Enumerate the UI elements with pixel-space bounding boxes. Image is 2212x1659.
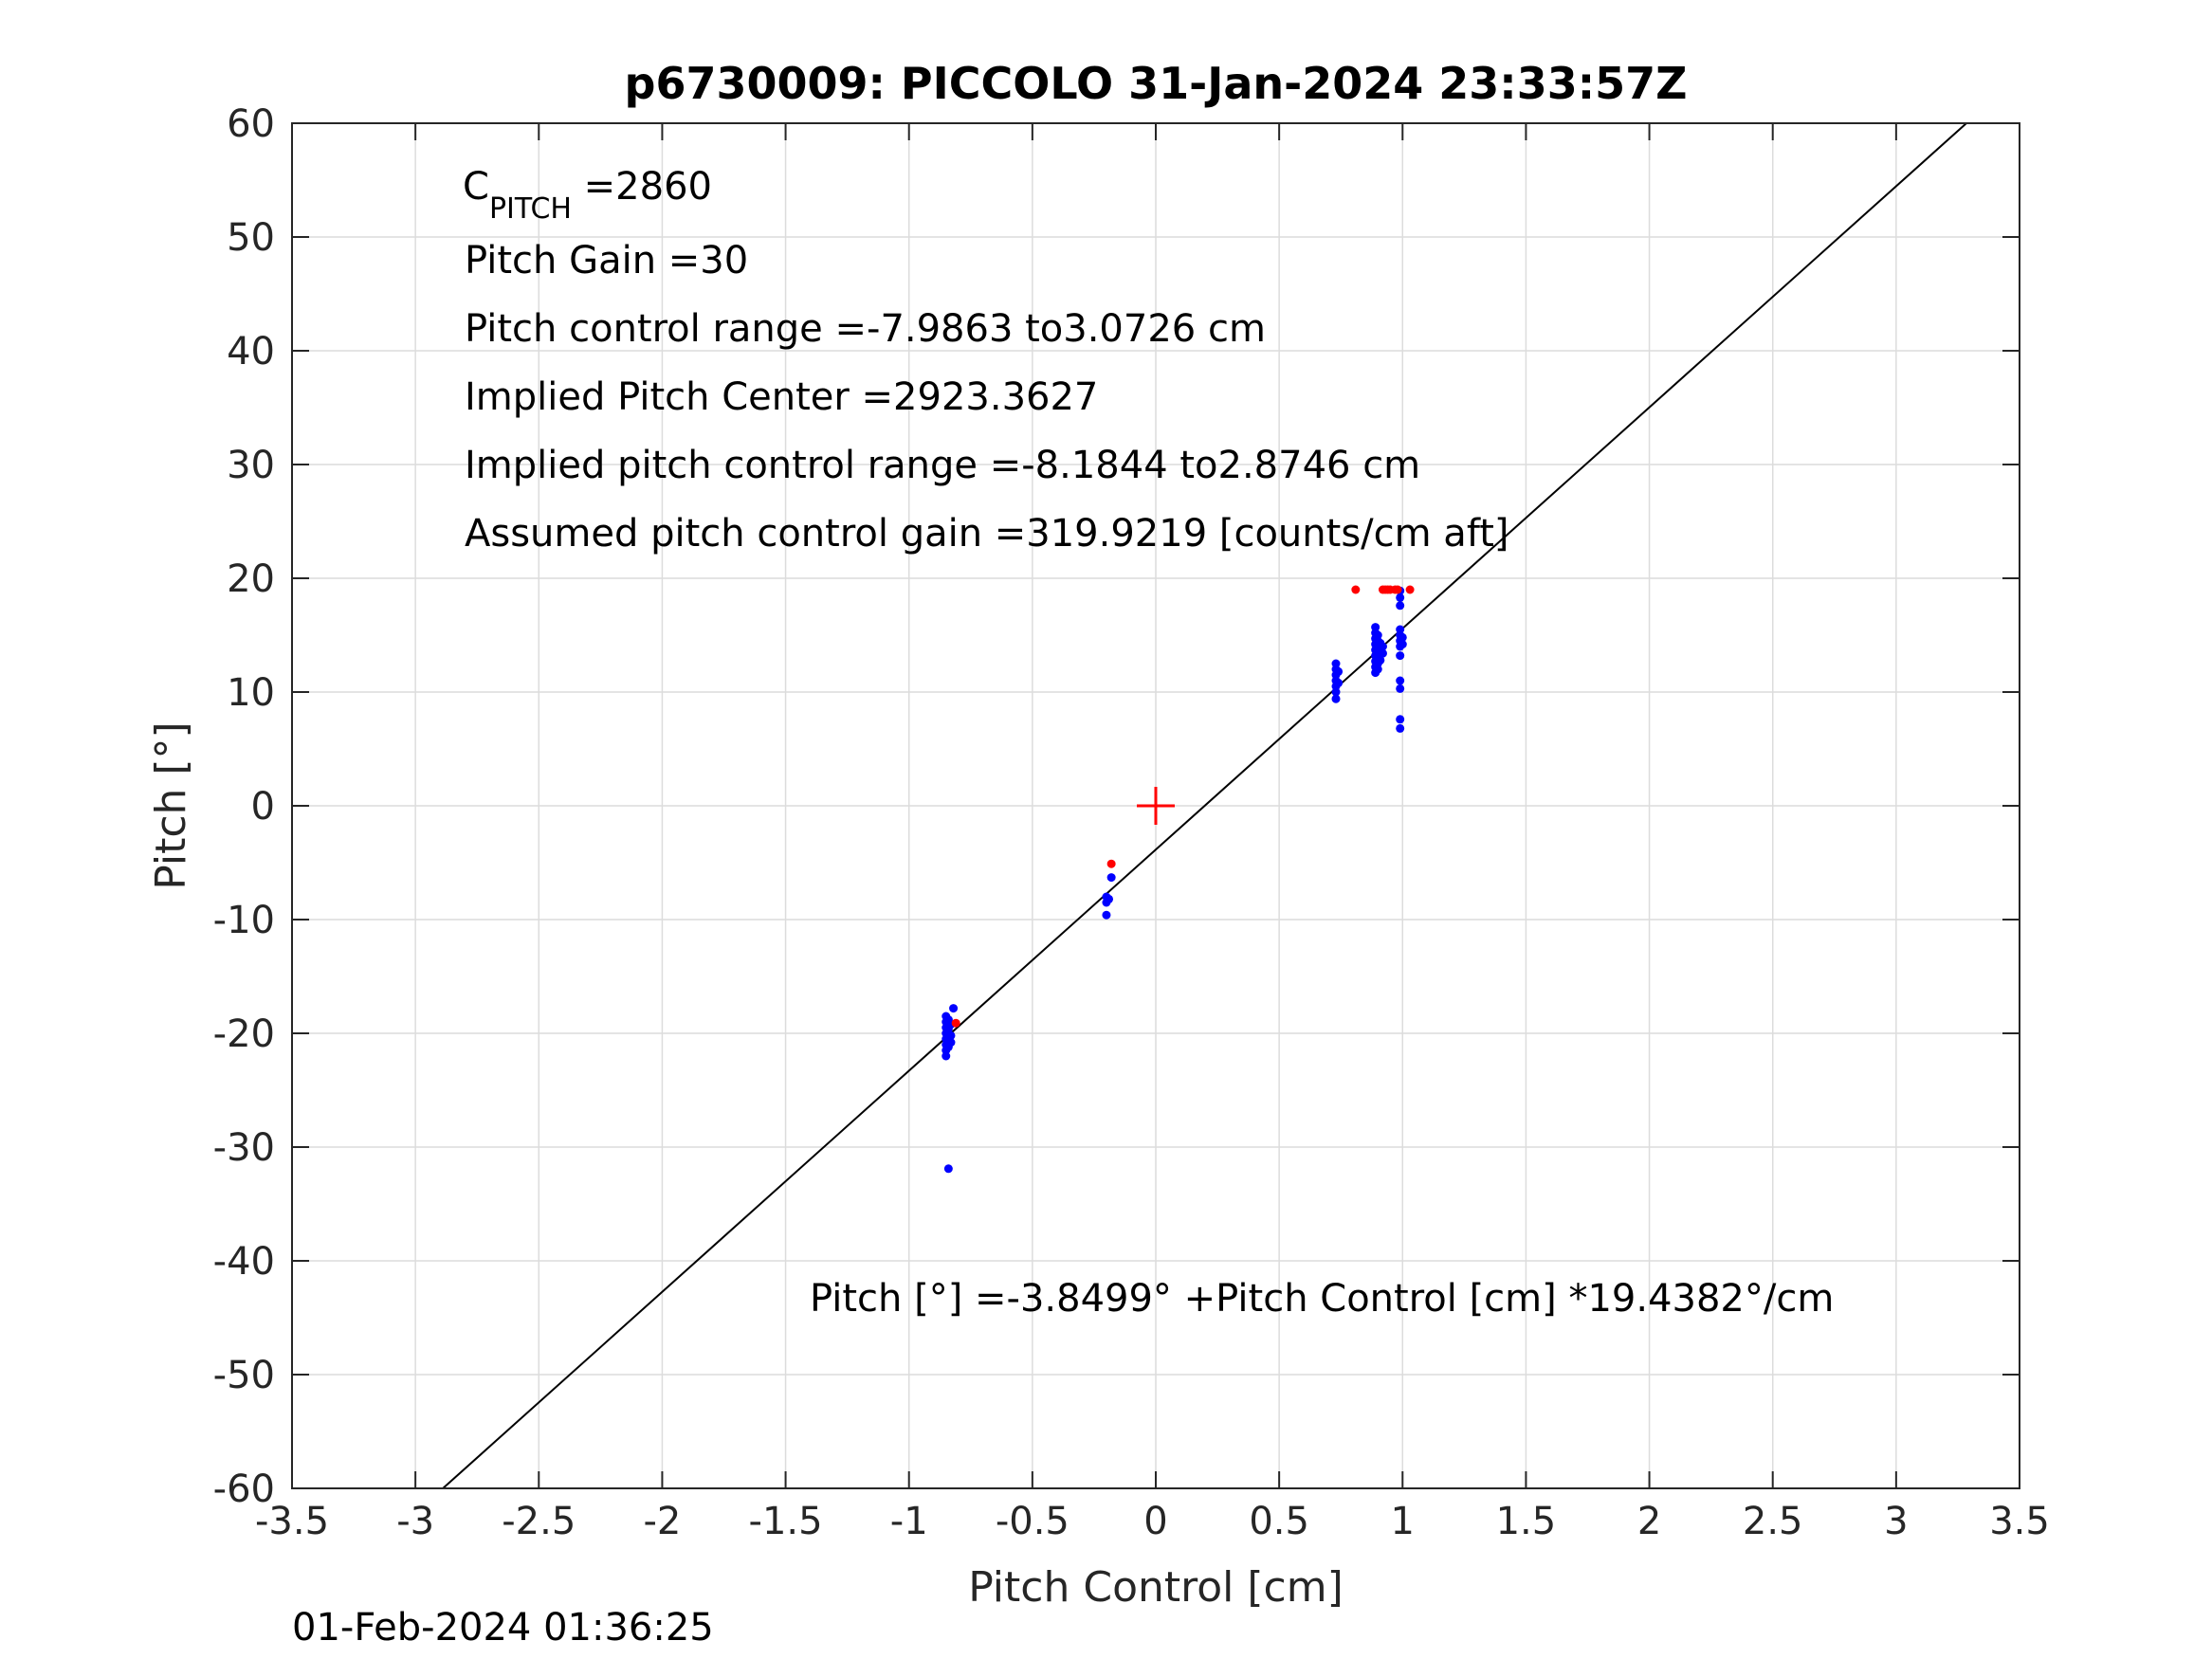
fit-line-group [442, 122, 1967, 1489]
data-point [1351, 585, 1361, 594]
x-tick-label: 3 [1884, 1500, 1908, 1543]
data-points [941, 585, 1415, 1174]
y-tick-label: -60 [213, 1468, 275, 1511]
axis-ticks: -3.5 -3 -2.5 -2 -1.5 -1 -0.5 0 0.5 1 1.5 2 2.5 3 3.5 -6… [213, 102, 2050, 1543]
x-tick-label: -3.5 [255, 1500, 329, 1543]
x-tick-label: -3 [396, 1500, 434, 1543]
x-tick-label: -2.5 [502, 1500, 576, 1543]
center-marker-group [1137, 787, 1175, 825]
y-tick-label: -10 [213, 899, 275, 942]
annotation-c-pitch-sub: PITCH [489, 192, 572, 226]
data-point [1371, 623, 1380, 632]
data-point [1373, 630, 1382, 640]
y-tick-label: -30 [213, 1126, 275, 1170]
data-point [1378, 642, 1387, 651]
y-tick-label: 10 [227, 671, 275, 715]
y-tick-label: 0 [251, 785, 275, 829]
x-tick-label: 1.5 [1496, 1500, 1557, 1543]
fit-line [442, 122, 1967, 1489]
data-point [946, 1030, 956, 1040]
annotation-control-range: Pitch control range =-7.9863 to3.0726 cm [465, 307, 1266, 351]
x-tick-label: -1 [890, 1500, 928, 1543]
data-point [1396, 651, 1405, 661]
data-point [1396, 723, 1405, 733]
y-tick-label: -20 [213, 1012, 275, 1056]
x-tick-label: 2 [1637, 1500, 1661, 1543]
y-tick-label: -40 [213, 1240, 275, 1284]
x-tick-label: 0.5 [1249, 1500, 1309, 1543]
annotation-implied-center: Implied Pitch Center =2923.3627 [465, 375, 1098, 419]
data-point [1396, 684, 1405, 693]
data-point [946, 1038, 956, 1048]
x-tick-label: 1 [1391, 1500, 1415, 1543]
fit-equation: Pitch [°] =-3.8499° +Pitch Control [cm] … [810, 1277, 1834, 1321]
data-point [1106, 859, 1116, 868]
x-tick-label: -1.5 [749, 1500, 823, 1543]
chart-title: p6730009: PICCOLO 31-Jan-2024 23:33:57Z [625, 58, 1688, 109]
annotation-c-pitch-value: =2860 [572, 165, 712, 209]
data-point [943, 1164, 953, 1174]
x-axis-label: Pitch Control [cm] [968, 1563, 1344, 1612]
data-point [949, 1004, 959, 1013]
annotation-c-pitch: CPITCH =2860 [463, 165, 712, 226]
annotation-c-pitch-main: C [463, 165, 489, 209]
annotation-implied-range: Implied pitch control range =-8.1844 to2… [465, 444, 1420, 487]
data-point [1396, 715, 1405, 724]
data-point [1396, 676, 1405, 685]
y-tick-label: -50 [213, 1354, 275, 1397]
x-tick-label: 2.5 [1743, 1500, 1803, 1543]
y-tick-label: 40 [227, 330, 275, 374]
data-point [1378, 648, 1387, 658]
data-point [1334, 678, 1344, 687]
data-point [941, 1051, 951, 1061]
data-point [1331, 694, 1341, 703]
x-tick-label: -0.5 [996, 1500, 1069, 1543]
y-axis-label: Pitch [°] [147, 721, 195, 889]
annotation-assumed-gain: Assumed pitch control gain =319.9219 [co… [465, 512, 1508, 556]
data-point [1334, 666, 1344, 676]
x-tick-label: 0 [1143, 1500, 1167, 1543]
data-point [1398, 632, 1407, 642]
y-tick-label: 20 [227, 557, 275, 601]
data-point [1393, 585, 1402, 594]
data-point [1398, 640, 1407, 649]
data-point [1396, 601, 1405, 611]
data-point [1376, 655, 1385, 665]
data-point [951, 1018, 960, 1028]
data-point [1106, 873, 1116, 883]
y-tick-label: 50 [227, 216, 275, 260]
x-tick-label: -2 [643, 1500, 681, 1543]
x-tick-label: 3.5 [1989, 1500, 2050, 1543]
data-point [1396, 592, 1405, 602]
data-point [1331, 659, 1341, 668]
annotation-pitch-gain: Pitch Gain =30 [465, 239, 748, 283]
y-tick-label: 30 [227, 444, 275, 487]
timestamp: 01-Feb-2024 01:36:25 [292, 1606, 714, 1650]
data-point [1102, 910, 1111, 920]
data-point [1396, 625, 1405, 634]
y-tick-label: 60 [227, 102, 275, 146]
data-point [1405, 585, 1415, 594]
data-point [1105, 894, 1114, 903]
